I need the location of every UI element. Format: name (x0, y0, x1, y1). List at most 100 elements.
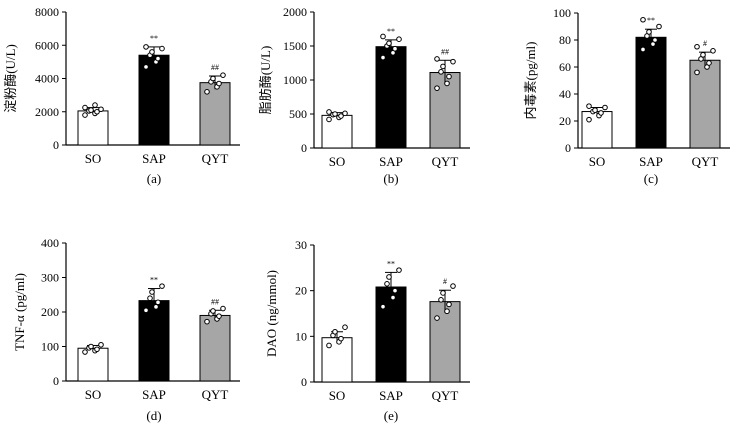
data-point (326, 109, 332, 115)
data-point (98, 106, 104, 113)
category-label: SAP (639, 154, 663, 169)
data-point (396, 36, 402, 43)
data-point (438, 297, 444, 303)
data-point (434, 85, 440, 91)
data-point (586, 116, 592, 123)
data-point (392, 287, 398, 294)
y-tick-label: 30 (295, 238, 307, 252)
data-point (390, 294, 396, 301)
data-point (444, 308, 450, 315)
category-label: SO (329, 154, 346, 169)
data-point (342, 110, 348, 117)
bar-so (581, 111, 613, 149)
data-point (332, 111, 338, 117)
data-point (694, 69, 700, 76)
data-point (88, 343, 94, 350)
y-tick-label: 400 (41, 236, 59, 250)
y-tick-label: 8000 (35, 5, 59, 19)
bar-qyt (199, 314, 231, 382)
category-label: QYT (432, 388, 459, 403)
y-tick-label: 2000 (283, 5, 307, 19)
panel-b: 0 500 1000 1500 2000 脂肪酶(U/L) SO ** SAP ## QYT (b) (258, 5, 470, 186)
data-point (216, 313, 222, 319)
category-label: QYT (692, 154, 719, 169)
significance-label: # (443, 277, 447, 286)
panel-caption: (b) (383, 171, 398, 186)
y-tick-label: 0 (53, 138, 59, 152)
data-point (216, 80, 222, 87)
y-tick-label: 0 (53, 374, 59, 388)
data-point (147, 295, 153, 302)
y-tick-label: 20 (295, 284, 307, 298)
significance-label: ** (387, 259, 395, 268)
y-tick-label: 1000 (283, 73, 307, 87)
panel-caption: (a) (147, 171, 161, 186)
bar-sap (375, 286, 407, 383)
bar-sap (138, 54, 170, 146)
data-point (440, 290, 446, 296)
panel-caption: (d) (146, 408, 161, 423)
panel-d: 0 100 200 300 400 TNF-α (pg/ml) SO ** SAP ## QYT (d… (12, 236, 240, 423)
y-tick-label: 10 (295, 329, 307, 343)
data-point (94, 108, 100, 115)
y-tick-label: 200 (41, 305, 59, 319)
panel-a: 0 2000 4000 6000 8000 淀粉酶(U/L) SO ** SAP ## QYT (a) (3, 5, 240, 186)
data-point (602, 104, 608, 111)
y-tick-label: 300 (41, 271, 59, 285)
category-label: SAP (379, 154, 403, 169)
data-point (384, 281, 390, 287)
data-point (332, 328, 338, 335)
panel-c: 0 20 40 60 80 100 内毒素(pg/ml) SO ** SAP # QYT (c) (523, 6, 730, 186)
significance-label: ** (647, 16, 655, 25)
panel-e: 0 10 20 30 DAO (ng/mmol) SO ** SAP # QYT (e) (264, 238, 470, 423)
data-point (92, 102, 98, 108)
data-point (82, 104, 88, 111)
data-point (706, 60, 712, 66)
data-point (640, 46, 646, 53)
significance-label: ## (441, 47, 449, 56)
y-axis-label: 内毒素(pg/ml) (523, 42, 538, 120)
data-point (710, 48, 716, 54)
data-point (98, 341, 104, 348)
significance-label: ** (150, 276, 158, 285)
data-point (438, 69, 444, 75)
significance-label: ** (387, 27, 395, 36)
data-point (440, 63, 446, 70)
data-point (143, 44, 149, 50)
data-point (159, 283, 165, 289)
y-tick-label: 500 (289, 107, 307, 121)
data-point (82, 112, 88, 118)
data-point (210, 75, 216, 82)
data-point (149, 49, 155, 55)
data-point (450, 58, 456, 65)
category-label: SO (85, 387, 102, 402)
data-point (338, 113, 344, 119)
data-point (380, 54, 386, 61)
category-label: SO (589, 154, 606, 169)
data-point (220, 72, 226, 78)
data-point (159, 45, 165, 52)
data-point (444, 80, 450, 87)
y-tick-label: 0 (301, 141, 307, 155)
data-point (700, 52, 706, 58)
data-point (326, 342, 332, 349)
data-point (646, 29, 652, 35)
data-point (380, 303, 386, 310)
data-point (446, 301, 452, 308)
category-label: SO (329, 388, 346, 403)
data-point (338, 335, 344, 342)
significance-label: # (703, 39, 707, 48)
y-tick-label: 0 (301, 375, 307, 389)
data-point (592, 107, 598, 113)
y-tick-label: 20 (559, 114, 571, 128)
data-point (342, 324, 348, 331)
data-point (640, 16, 646, 23)
y-tick-label: 100 (553, 6, 571, 20)
data-point (210, 308, 216, 314)
data-point (88, 107, 94, 113)
data-point (586, 103, 592, 109)
data-point (598, 110, 604, 116)
bar-qyt (429, 301, 461, 383)
data-point (326, 116, 332, 123)
category-label: SAP (142, 387, 166, 402)
